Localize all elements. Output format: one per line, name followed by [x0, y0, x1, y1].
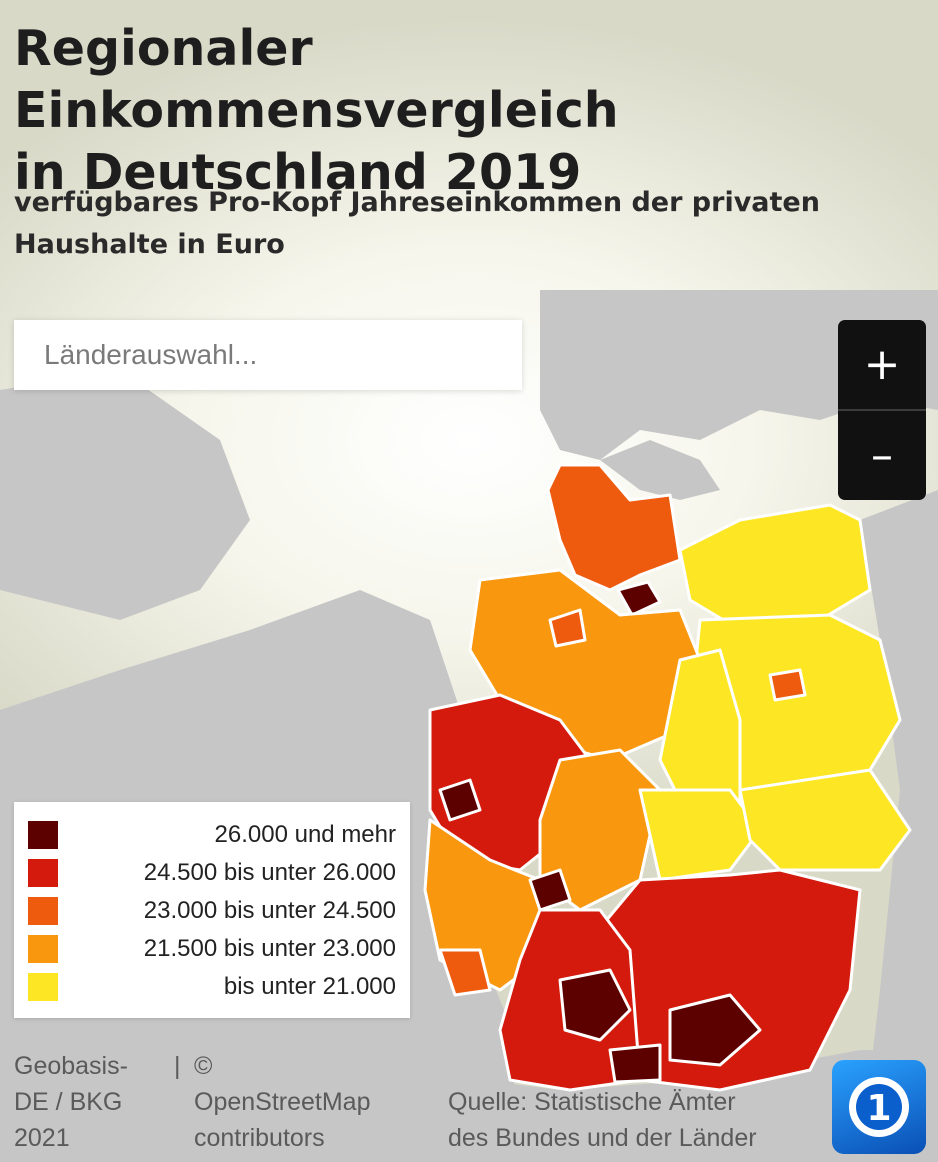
danish-islands — [600, 440, 720, 500]
region-duesseldorf[interactable] — [438, 778, 482, 822]
region-saarland[interactable] — [438, 948, 492, 997]
germany-regions[interactable] — [423, 463, 912, 1092]
legend-swatch — [28, 973, 58, 1001]
legend-swatch — [28, 859, 58, 887]
region-muenchen[interactable] — [668, 993, 762, 1067]
region-starnberg[interactable] — [608, 1043, 662, 1084]
legend-label: 23.000 bis unter 24.500 — [143, 897, 396, 924]
attribution-line: Quelle: Statistische Ämter — [448, 1088, 736, 1116]
zoom-separator — [838, 409, 926, 411]
map-legend: 26.000 und mehr 24.500 bis unter 26.000 … — [14, 802, 410, 1018]
legend-row: 24.500 bis unter 26.000 — [28, 854, 396, 892]
region-bremen[interactable] — [548, 608, 587, 648]
state-select-input[interactable] — [14, 320, 522, 390]
legend-row: 26.000 und mehr — [28, 816, 396, 854]
page-subtitle: verfügbares Pro-Kopf Jahreseinkommen der… — [14, 182, 914, 266]
legend-row: 21.500 bis unter 23.000 — [28, 930, 396, 968]
legend-row: 23.000 bis unter 24.500 — [28, 892, 396, 930]
zoom-in-button[interactable]: + — [863, 339, 901, 390]
subtitle-line-1: verfügbares Pro-Kopf Jahreseinkommen der… — [14, 187, 820, 218]
legend-swatch — [28, 821, 58, 849]
neighbour-land — [0, 290, 938, 1162]
title-line-2: in Deutschland 2019 — [14, 144, 582, 201]
uk-land — [0, 370, 250, 620]
page-title: Regionaler Einkommensvergleich in Deutsc… — [14, 18, 914, 204]
region-hamburg[interactable] — [616, 580, 662, 617]
income-map[interactable] — [0, 290, 938, 1162]
attribution-line: OpenStreetMap — [194, 1088, 371, 1116]
attribution-line: 2021 — [14, 1124, 70, 1152]
svg-text:1: 1 — [866, 1088, 891, 1129]
attribution-line: des Bundes und der Länder — [448, 1124, 757, 1152]
legend-swatch — [28, 897, 58, 925]
subtitle-line-2: Haushalte in Euro — [14, 229, 285, 260]
attribution-line: DE / BKG — [14, 1088, 123, 1116]
legend-row: bis unter 21.000 — [28, 968, 396, 1006]
attribution-separator: | — [174, 1052, 181, 1080]
attribution-line: contributors — [194, 1124, 325, 1152]
title-line-1: Regionaler Einkommensvergleich — [14, 20, 619, 139]
attribution-osm-link[interactable]: © OpenStreetMap contributors — [194, 1048, 371, 1156]
attribution-line: © — [194, 1052, 213, 1080]
legend-swatch — [28, 935, 58, 963]
legend-label: 21.500 bis unter 23.000 — [143, 935, 396, 962]
region-thueringen[interactable] — [638, 788, 762, 882]
region-hochtaunus[interactable] — [528, 868, 572, 912]
region-mecklenburg[interactable] — [678, 503, 872, 632]
zoom-control: + – — [838, 320, 926, 500]
legend-label: 26.000 und mehr — [214, 821, 396, 848]
region-hessen[interactable] — [538, 748, 662, 912]
attribution-source: Quelle: Statistische Ämter des Bundes un… — [448, 1084, 757, 1156]
zoom-out-button[interactable]: – — [871, 430, 893, 481]
region-schleswig-holstein[interactable] — [546, 463, 682, 592]
legend-label: 24.500 bis unter 26.000 — [143, 859, 396, 886]
attribution-geobasis: Geobasis- DE / BKG 2021 — [14, 1048, 128, 1156]
region-stuttgart[interactable] — [558, 968, 632, 1042]
legend-label: bis unter 21.000 — [223, 973, 396, 1000]
region-berlin[interactable] — [768, 668, 807, 702]
region-sachsen[interactable] — [738, 768, 912, 872]
attribution-line: Geobasis- — [14, 1052, 128, 1080]
ard-das-erste-logo-icon: 1 — [832, 1060, 926, 1154]
alps-land — [460, 1050, 938, 1162]
region-sachsen-anhalt[interactable] — [658, 648, 742, 822]
